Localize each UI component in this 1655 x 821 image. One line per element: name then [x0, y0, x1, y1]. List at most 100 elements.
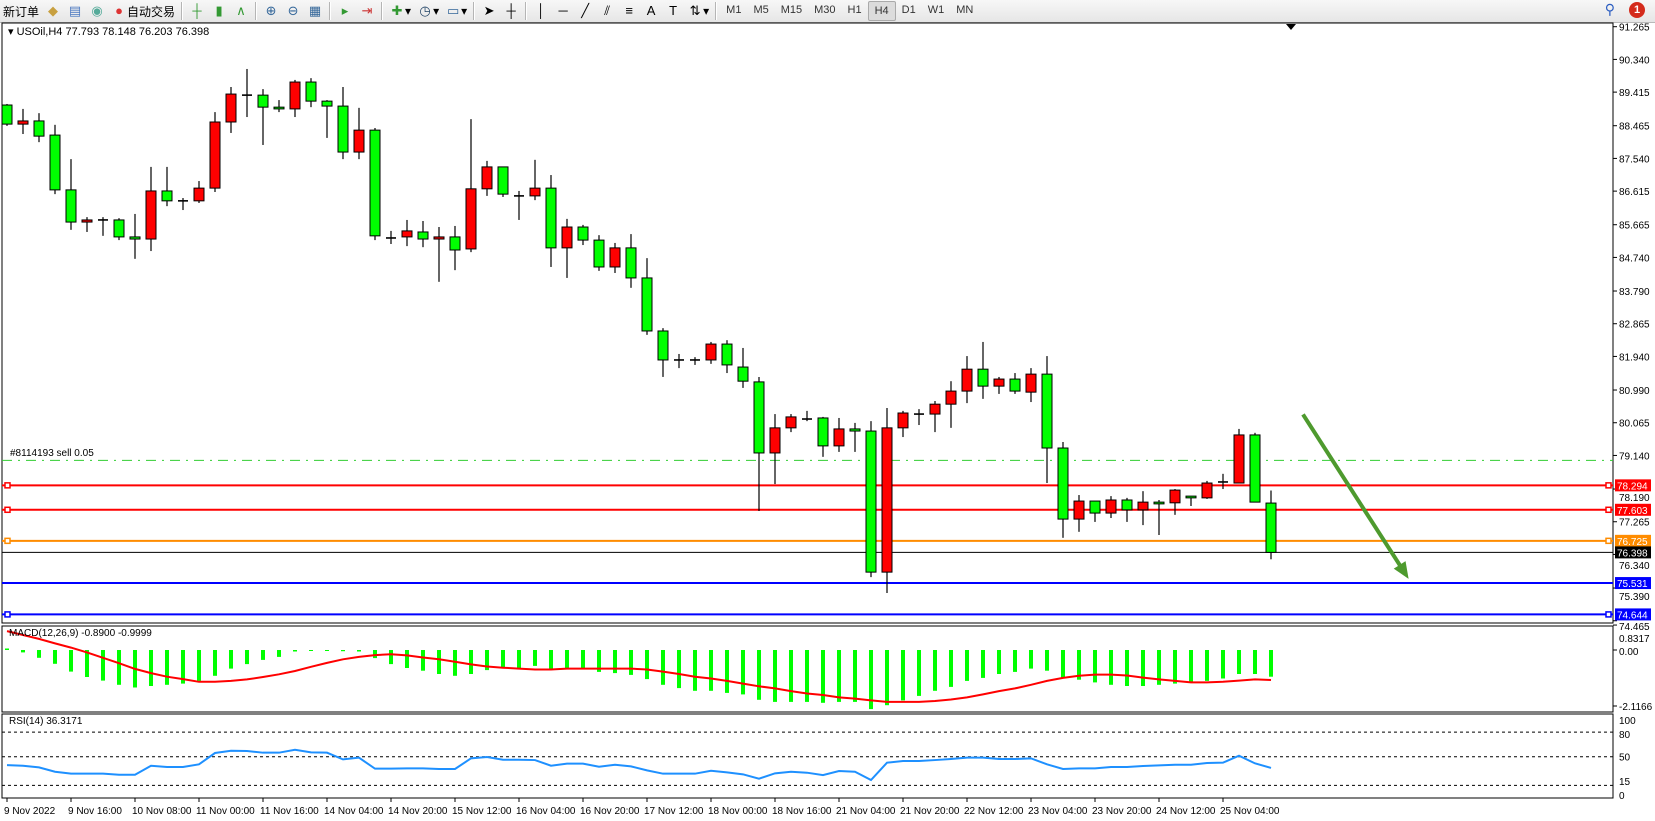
- candle[interactable]: [1201, 480, 1213, 499]
- crosshair-button[interactable]: ┼: [500, 1, 522, 21]
- candle[interactable]: [193, 181, 205, 203]
- timeframe-mn[interactable]: MN: [956, 4, 974, 16]
- candle[interactable]: [545, 175, 557, 267]
- line-handle[interactable]: [1605, 506, 1612, 514]
- candle[interactable]: [433, 227, 445, 282]
- tile-windows-button[interactable]: ▦: [304, 1, 326, 21]
- candle[interactable]: [1233, 428, 1245, 484]
- candle[interactable]: [289, 79, 301, 118]
- candle[interactable]: [98, 217, 108, 236]
- candle[interactable]: [17, 108, 29, 135]
- vertical-line-button[interactable]: │: [530, 1, 552, 21]
- line-handle[interactable]: [4, 611, 11, 618]
- text-button[interactable]: A: [640, 1, 662, 21]
- candle[interactable]: [1137, 491, 1149, 526]
- line-handle[interactable]: [1605, 537, 1612, 545]
- timeframe-w1[interactable]: W1: [927, 4, 945, 16]
- candle[interactable]: [577, 224, 589, 246]
- metaeditor-button[interactable]: ◆: [42, 1, 64, 21]
- candle[interactable]: [145, 166, 157, 252]
- signal-button[interactable]: ◉: [86, 1, 108, 21]
- trend-arrow-head[interactable]: [1393, 561, 1409, 579]
- timeframe-m15[interactable]: M15: [780, 4, 803, 16]
- candle[interactable]: [369, 128, 381, 241]
- candle[interactable]: [690, 357, 700, 365]
- candle[interactable]: [242, 68, 252, 118]
- candle[interactable]: [161, 166, 173, 207]
- candle[interactable]: [449, 225, 461, 271]
- timeframe-h1[interactable]: H1: [847, 4, 862, 16]
- candle[interactable]: [721, 340, 733, 374]
- candle[interactable]: [737, 347, 749, 388]
- cursor-button[interactable]: ➤: [478, 1, 500, 21]
- timeframe-m5[interactable]: M5: [753, 4, 769, 16]
- zoom-in-button[interactable]: ⊕: [260, 1, 282, 21]
- candle[interactable]: [465, 119, 477, 253]
- timeframe-m1[interactable]: M1: [726, 4, 742, 16]
- candle[interactable]: [674, 353, 684, 369]
- candle[interactable]: [593, 235, 605, 271]
- search-icon[interactable]: ⚲: [1604, 1, 1615, 17]
- candle[interactable]: [514, 190, 524, 220]
- line-handle[interactable]: [1605, 482, 1612, 489]
- candle[interactable]: [225, 86, 237, 133]
- candle[interactable]: [321, 100, 333, 138]
- candle[interactable]: [849, 422, 861, 452]
- candle[interactable]: [945, 381, 957, 428]
- timeframe-d1[interactable]: D1: [901, 4, 916, 16]
- candle[interactable]: [1009, 373, 1021, 394]
- candle[interactable]: [1089, 500, 1101, 522]
- candle[interactable]: [657, 328, 669, 377]
- candle[interactable]: [817, 416, 829, 457]
- timeframe-m30[interactable]: M30: [814, 4, 836, 16]
- candle[interactable]: [113, 218, 125, 241]
- notification-badge[interactable]: 1: [1629, 1, 1645, 18]
- candle[interactable]: [353, 107, 365, 160]
- candle[interactable]: [257, 89, 269, 145]
- line-handle[interactable]: [4, 537, 11, 545]
- candle[interactable]: [386, 230, 396, 244]
- candle[interactable]: [273, 100, 285, 113]
- candle[interactable]: [1105, 496, 1117, 519]
- candle[interactable]: [209, 112, 221, 193]
- fibonacci-button[interactable]: ≡: [618, 1, 640, 21]
- candle[interactable]: [417, 221, 429, 248]
- candle[interactable]: [753, 376, 765, 511]
- candle[interactable]: [609, 242, 621, 273]
- candle[interactable]: [641, 258, 653, 335]
- candle[interactable]: [865, 421, 877, 578]
- candle[interactable]: [481, 160, 493, 196]
- candle[interactable]: [1153, 499, 1165, 535]
- candle[interactable]: [1169, 489, 1181, 515]
- candle[interactable]: [802, 410, 812, 422]
- candle[interactable]: [529, 159, 541, 201]
- fibonacci-fan-button[interactable]: ⫽: [596, 1, 618, 21]
- periods-button[interactable]: ◷ ▾: [414, 1, 442, 21]
- scroll-chart-button[interactable]: ▸: [334, 1, 356, 21]
- line-handle[interactable]: [4, 482, 11, 489]
- candle[interactable]: [785, 414, 797, 433]
- candle[interactable]: [561, 218, 573, 278]
- candle[interactable]: [129, 213, 141, 259]
- candle[interactable]: [1057, 442, 1069, 538]
- candle[interactable]: [1265, 490, 1277, 560]
- bar-chart-button[interactable]: ┼: [186, 1, 208, 21]
- timeframe-h4[interactable]: H4: [867, 1, 896, 21]
- candle[interactable]: [178, 198, 188, 211]
- candle[interactable]: [65, 159, 77, 230]
- auto-trading-button[interactable]: ● 自动交易: [108, 1, 178, 21]
- line-handle[interactable]: [4, 506, 11, 514]
- candle[interactable]: [305, 78, 317, 108]
- candle[interactable]: [1185, 495, 1197, 507]
- trendline-button[interactable]: ╱: [574, 1, 596, 21]
- candle[interactable]: [897, 410, 909, 438]
- candle[interactable]: [81, 217, 93, 232]
- terminal-button[interactable]: ▤: [64, 1, 86, 21]
- line-chart-button[interactable]: ∧: [230, 1, 252, 21]
- candle[interactable]: [1218, 473, 1228, 490]
- candle[interactable]: [1041, 356, 1053, 484]
- candle[interactable]: [33, 113, 45, 143]
- candle[interactable]: [1121, 497, 1133, 522]
- candle[interactable]: [881, 408, 893, 593]
